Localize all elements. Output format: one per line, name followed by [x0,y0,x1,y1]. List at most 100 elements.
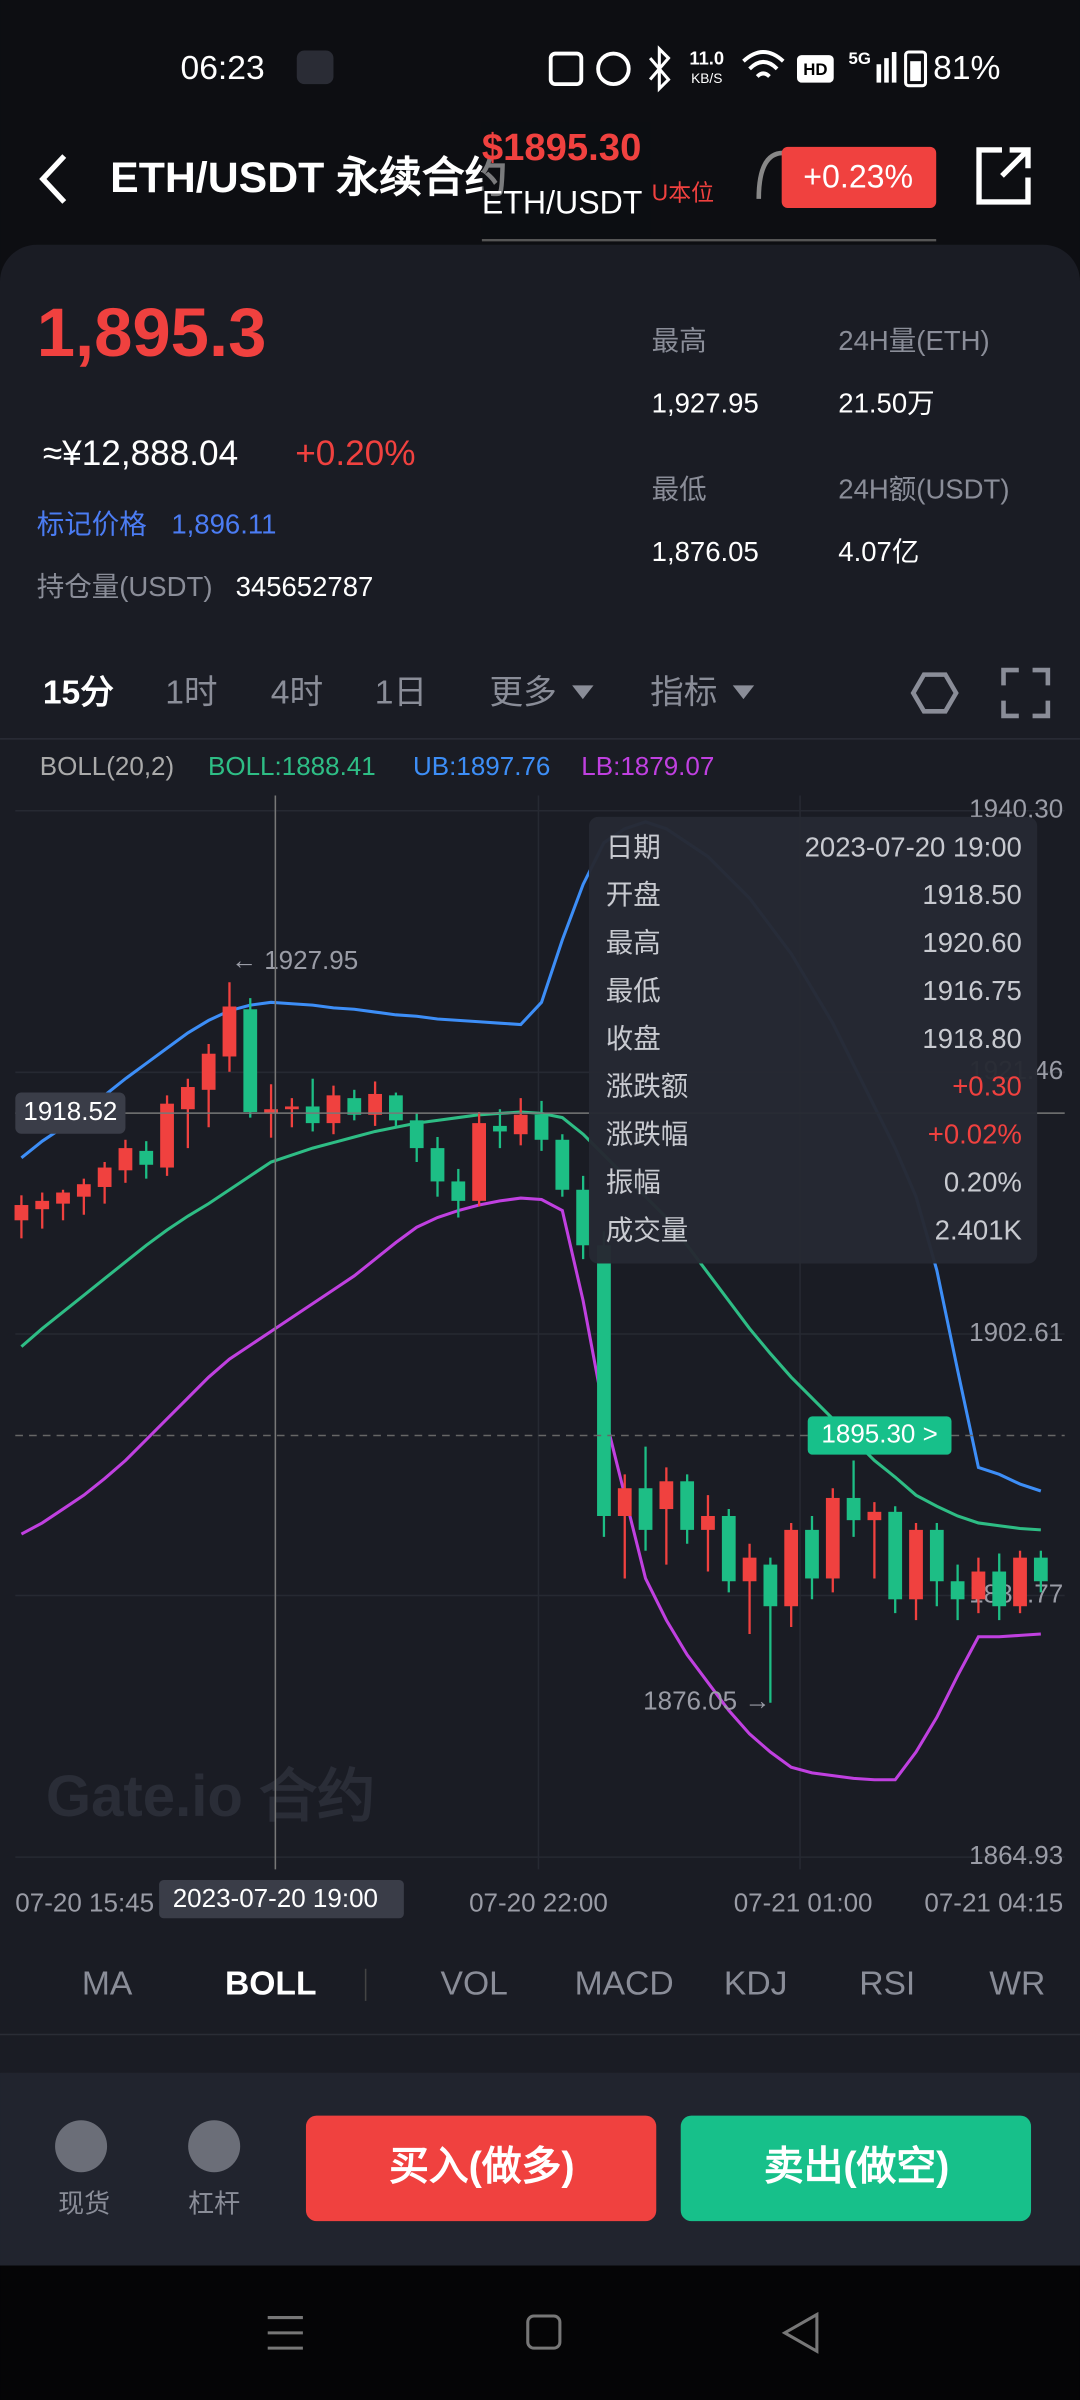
hd-box [796,55,834,83]
candle-body [430,1148,445,1182]
candle-body [513,1114,528,1135]
candle-body [742,1557,757,1582]
candle-body [264,1109,278,1114]
x-tick-label: 07-21 04:15 [924,1887,1063,1917]
indicator-tab[interactable]: KDJ [724,1965,788,2002]
candle-body [201,1053,216,1090]
interval-tabs: 15分 1时 4时 1日 更多 指标 [43,667,1051,719]
tooltip-value: +0.02% [928,1119,1022,1150]
candle-body [118,1148,133,1171]
y-tick-label: 1864.93 [969,1840,1063,1870]
candle-body [14,1205,29,1221]
nfc-icon [548,51,584,87]
candle-body [347,1098,362,1115]
sell[interactable]: 卖出(做空) [764,2145,950,2189]
time: 06:23 [181,50,265,87]
x-tick-label: 07-20 22:00 [469,1887,608,1917]
legend-entry: UB:1897.76 [413,751,550,781]
buy[interactable]: 买入(做多) [389,2145,575,2189]
ticker-price: $1895.30 [482,126,641,169]
candle-body [326,1095,341,1124]
candle-body [555,1139,570,1190]
indicator-tabs: MA BOLL VOL MACD KDJ RSI WR [82,1965,1045,2002]
candle-body [180,1087,195,1110]
bottom-bar: 现货 杠杆 买入(做多) 卖出(做空) [55,2115,1032,2222]
interval-tab[interactable]: 1时 [165,674,217,711]
tooltip: 日期 2023-07-20 19:00 开盘 1918.50 最高 1920.60 最低 19… [588,816,1038,1264]
interval-tab[interactable]: 指标 [650,673,717,711]
candle-body [929,1529,944,1582]
battery: 81% [933,50,1000,87]
signal-bar [884,58,889,83]
crosshair-time: 2023-07-20 19:00 [173,1883,378,1913]
last-price: 1,895.3 [37,294,267,371]
candle-body [680,1481,695,1530]
tooltip-label: 最高 [606,927,661,958]
stat-value: 21.50万 [838,388,934,419]
candle-body [617,1488,632,1516]
interval-tab[interactable]: 1日 [375,674,427,711]
candle-body [534,1114,549,1140]
ticker-overlay [481,122,651,238]
margin-icon[interactable] [188,2120,241,2173]
spot-icon[interactable] [55,2120,108,2173]
candle-body [971,1571,986,1600]
dropdown-arrow [572,685,594,700]
crosshair-time-box [159,1880,404,1919]
x-tick-label: 07-20 15:45 [15,1887,154,1917]
interval-tab[interactable]: 更多 [490,673,557,711]
candle-body [888,1511,903,1600]
indicator-tab[interactable]: BOLL [225,1965,317,2002]
tooltip-label: 涨跌额 [606,1071,689,1102]
last-price-tag[interactable] [807,1416,952,1455]
candle-body [992,1571,1007,1607]
net-unit: KB/S [691,71,722,86]
stat-label: 24H量(ETH) [838,325,989,356]
interval-tab[interactable]: 4时 [271,674,323,711]
indicator-tab[interactable]: VOL [441,1965,508,2002]
ticker-pair: ETH/USDT [482,184,643,220]
tooltip-label: 成交量 [606,1214,689,1245]
indicator-tab[interactable]: MA [82,1965,133,2002]
home-button[interactable] [526,2314,562,2350]
spot[interactable]: 现货 [58,2189,110,2219]
tooltip-value: 1916.75 [922,975,1021,1006]
alarm-icon [596,51,631,87]
buy-button[interactable] [305,2115,657,2222]
signal-bar [891,52,897,83]
candle-body [305,1106,320,1124]
tooltip-value: 1918.80 [922,1023,1021,1054]
last-price-label[interactable]: 1895.30 > [821,1418,937,1448]
summary: 1,895.3 ≈¥12,888.04 +0.20% 标记价格 1,896.11… [37,294,1010,602]
legend-entry: BOLL:1888.41 [208,751,376,781]
ticker-tag: U本位 [652,179,714,205]
change: +0.23% [803,158,913,194]
margin[interactable]: 杠杆 [188,2189,240,2219]
fullscreen-icon[interactable] [1001,667,1051,719]
indicator-tab[interactable]: MACD [575,1965,674,2002]
high-annotation: ← 1927.95 [231,945,358,975]
indicator-tab[interactable]: RSI [859,1965,915,2002]
candle-body [472,1123,487,1201]
share-button[interactable] [976,147,1031,205]
tooltip-label: 日期 [606,831,661,862]
status-bar: 06:23 11.0 KB/S HD 5G 81% [181,45,1000,93]
settings-icon[interactable] [910,672,959,714]
stat-label: 最高 [652,325,707,356]
indicator-tab[interactable]: WR [989,1965,1045,2002]
interval-tab[interactable]: 15分 [43,673,114,711]
low-annotation: 1876.05 → [643,1686,770,1716]
back-button[interactable] [39,154,67,204]
candle-body [659,1481,674,1510]
back-nav[interactable] [781,2311,819,2354]
legend-entry: LB:1879.07 [581,751,714,781]
bell-icon[interactable] [756,150,784,199]
menu-button[interactable] [267,2316,303,2350]
sell-button[interactable] [680,2115,1032,2222]
pair-title[interactable]: ETH/USDT 永续合约 [110,154,507,202]
tooltip-label: 涨跌幅 [606,1119,689,1150]
mark-price: 1,896.11 [171,508,276,539]
candle-body [222,1006,237,1057]
candle-body [784,1529,799,1607]
net-speed: 11.0 [689,48,724,69]
